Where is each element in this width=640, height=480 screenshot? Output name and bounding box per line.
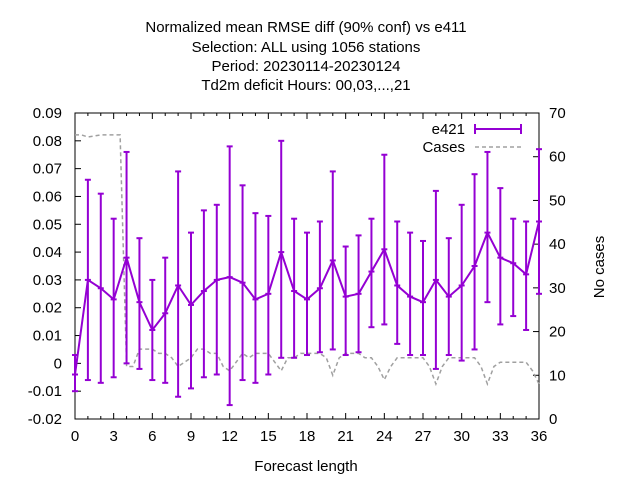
legend-label-e421: e421 [432, 121, 465, 138]
y2-tick-labels: 0 10 20 30 40 50 60 70 [549, 105, 566, 428]
chart-title-line-1: Normalized mean RMSE diff (90% conf) vs … [145, 19, 466, 36]
x-tick-label: 0 [71, 428, 79, 445]
y-tick-label: 0.07 [33, 161, 62, 178]
y-tick-label: 0.04 [33, 244, 62, 261]
y-tick-label: 0.06 [33, 188, 62, 205]
tick-marks [74, 112, 540, 420]
x-tick-label: 12 [221, 428, 238, 445]
x-tick-label: 3 [109, 428, 117, 445]
y-tick-label: 0.01 [33, 328, 62, 345]
y2-tick-label: 50 [549, 192, 566, 209]
y-tick-label: 0.09 [33, 105, 62, 122]
y2-tick-label: 0 [549, 411, 557, 428]
x-tick-label: 15 [260, 428, 277, 445]
x-tick-label: 21 [337, 428, 354, 445]
x-tick-labels: 0 3 6 9 12 15 18 21 24 27 30 33 36 [71, 428, 548, 445]
y2-tick-label: 10 [549, 367, 566, 384]
legend-label-cases: Cases [422, 139, 465, 156]
chart-title-line-2: Selection: ALL using 1056 stations [192, 39, 421, 56]
y-tick-labels: -0.02 -0.01 0 0.01 0.02 0.03 0.04 0.05 0.06 0.07 0… [28, 105, 62, 428]
y-tick-label: -0.02 [28, 411, 62, 428]
y2-tick-label: 60 [549, 149, 566, 166]
x-tick-label: 33 [492, 428, 509, 445]
y2-tick-label: 20 [549, 324, 566, 341]
y-tick-label: 0 [54, 355, 62, 372]
y2-tick-label: 70 [549, 105, 566, 122]
x-tick-label: 30 [453, 428, 470, 445]
x-tick-label: 18 [299, 428, 316, 445]
x-tick-label: 6 [148, 428, 156, 445]
chart-title-line-4: Td2m deficit Hours: 00,03,...,21 [201, 77, 410, 94]
x-axis-label: Forecast length [254, 458, 357, 475]
y2-axis-label: No cases [591, 236, 608, 299]
x-tick-label: 9 [187, 428, 195, 445]
y-tick-label: 0.05 [33, 216, 62, 233]
series-e421 [72, 139, 542, 407]
x-tick-label: 36 [531, 428, 548, 445]
y-tick-label: -0.01 [28, 383, 62, 400]
x-tick-label: 24 [376, 428, 393, 445]
legend: e421 Cases [422, 121, 522, 156]
y2-tick-label: 40 [549, 236, 566, 253]
x-tick-label: 27 [415, 428, 432, 445]
y-tick-label: 0.08 [33, 133, 62, 150]
y2-tick-label: 30 [549, 280, 566, 297]
y-tick-label: 0.03 [33, 272, 62, 289]
y-tick-label: 0.02 [33, 300, 62, 317]
chart-title-line-3: Period: 20230114-20230124 [211, 58, 400, 75]
